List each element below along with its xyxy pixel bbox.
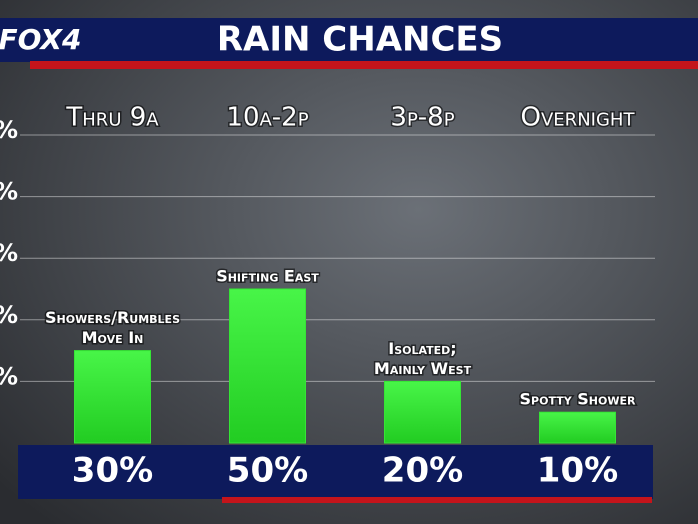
y-tick-label: % xyxy=(0,116,18,144)
y-tick-label: % xyxy=(0,178,18,206)
chart-title: RAIN CHANCES xyxy=(217,20,503,60)
header-band xyxy=(0,18,698,62)
bar xyxy=(539,411,616,444)
y-tick-label: % xyxy=(0,301,18,329)
y-tick-label: % xyxy=(0,362,18,390)
header-stripe xyxy=(30,61,698,69)
x-tick-label: Thru 9a xyxy=(65,103,159,133)
logo: FOX4 xyxy=(0,23,82,56)
x-tick-label: Overnight xyxy=(521,103,636,133)
bar xyxy=(384,380,461,444)
annotation: Mainly West xyxy=(374,359,472,378)
y-tick-label: % xyxy=(0,239,18,267)
value-label: 10% xyxy=(537,451,618,491)
annotation: Move In xyxy=(82,328,144,347)
annotation: Showers/Rumbles xyxy=(45,308,180,327)
value-label: 50% xyxy=(227,451,308,491)
value-label: 20% xyxy=(382,451,463,491)
annotation: Spotty Shower xyxy=(520,390,636,409)
value-band xyxy=(18,445,653,499)
annotation: Isolated; xyxy=(388,339,456,358)
footer-stripe xyxy=(222,497,652,503)
annotation: Shifting East xyxy=(216,267,319,286)
x-tick-label: 3p-8p xyxy=(390,103,454,133)
value-label: 30% xyxy=(72,451,153,491)
x-tick-label: 10a-2p xyxy=(226,103,308,133)
bar xyxy=(229,288,306,444)
bar xyxy=(74,350,151,444)
